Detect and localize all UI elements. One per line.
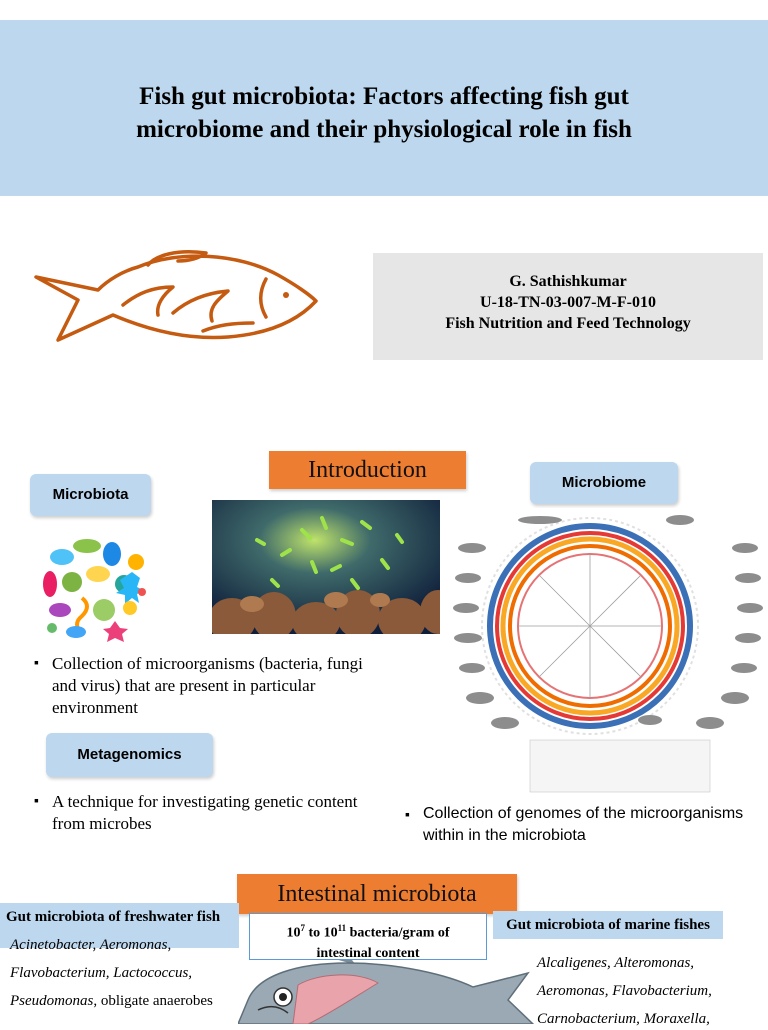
fish-anatomy-illustration <box>238 955 535 1024</box>
metagenomics-definition: A technique for investigating genetic co… <box>34 791 372 835</box>
title-line-1: Fish gut microbiota: Factors affecting f… <box>139 83 629 110</box>
author-box: G. Sathishkumar U-18-TN-03-007-M-F-010 F… <box>373 253 763 360</box>
freshwater-list-line-2: Flavobacterium, Lactococcus, <box>10 965 193 981</box>
microbiota-label: Microbiota <box>30 474 151 516</box>
author-id: U-18-TN-03-007-M-F-010 <box>480 294 656 311</box>
marine-list-line-1: Alcaligenes, Alteromonas, <box>537 955 695 971</box>
metagenomics-label: Metagenomics <box>46 733 213 777</box>
marine-list-line-2: Aeromonas, Flavobacterium, <box>537 983 712 999</box>
freshwater-genus: Pseudomonas <box>10 993 94 1009</box>
microbiota-definition: Collection of microorganisms (bacteria, … <box>34 653 382 719</box>
introduction-label: Introduction <box>269 451 466 489</box>
bacteria-count-line-1: 107 to 1011 bacteria/gram of <box>286 923 450 941</box>
freshwater-list-line-1: Acinetobacter, Aeromonas, <box>10 937 172 953</box>
bacteria-count-line-2: intestinal content <box>316 945 420 961</box>
gut-bacteria-photo <box>212 500 440 634</box>
intestinal-microbiota-label: Intestinal microbiota <box>237 874 517 914</box>
freshwater-header-bg <box>0 903 239 948</box>
bacteria-count-box: 107 to 1011 bacteria/gram of intestinal … <box>249 913 487 961</box>
microbiome-label: Microbiome <box>530 462 678 504</box>
fish-outline-icon <box>34 250 318 342</box>
author-department: Fish Nutrition and Feed Technology <box>445 315 691 332</box>
microbiome-definition: Collection of genomes of the microorgani… <box>405 803 763 847</box>
freshwater-title: Gut microbiota of freshwater fish <box>6 909 221 925</box>
poster-title: Fish gut microbiota: Factors affecting f… <box>60 80 708 146</box>
freshwater-list-line-3: Pseudomonas, obligate anaerobes <box>10 990 213 1012</box>
phylogenetic-tree-figure <box>450 508 768 798</box>
freshwater-anaerobes: , obligate anaerobes <box>93 993 213 1009</box>
title-banner <box>0 20 768 196</box>
marine-list-line-3: Carnobacterium, Moraxella, <box>537 1011 710 1027</box>
microbes-illustration <box>43 538 147 642</box>
author-name: G. Sathishkumar <box>509 273 627 290</box>
marine-title: Gut microbiota of marine fishes <box>493 911 723 939</box>
title-line-2: microbiome and their physiological role … <box>136 116 632 143</box>
